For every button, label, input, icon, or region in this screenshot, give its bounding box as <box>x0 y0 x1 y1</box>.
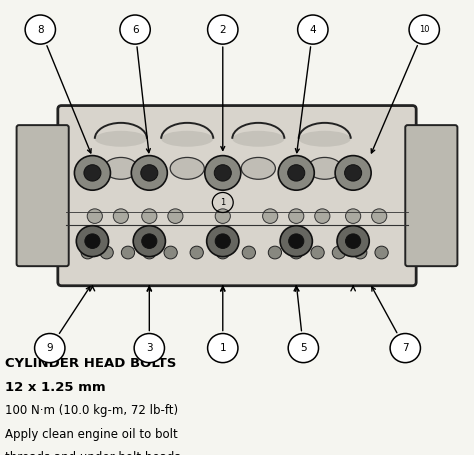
Text: 8: 8 <box>37 25 44 35</box>
FancyBboxPatch shape <box>405 125 457 266</box>
Circle shape <box>375 246 388 259</box>
Text: 12 x 1.25 mm: 12 x 1.25 mm <box>5 381 105 394</box>
Text: 7: 7 <box>402 343 409 353</box>
Circle shape <box>289 209 304 223</box>
Circle shape <box>120 15 150 44</box>
FancyBboxPatch shape <box>17 125 69 266</box>
Circle shape <box>76 226 109 257</box>
Circle shape <box>289 234 304 248</box>
Circle shape <box>142 209 157 223</box>
Text: 2: 2 <box>219 25 226 35</box>
Circle shape <box>390 334 420 363</box>
Text: CYLINDER HEAD BOLTS: CYLINDER HEAD BOLTS <box>5 357 176 370</box>
Circle shape <box>131 156 167 190</box>
Circle shape <box>143 246 156 259</box>
Circle shape <box>372 209 387 223</box>
Ellipse shape <box>104 157 138 179</box>
Circle shape <box>311 246 324 259</box>
Circle shape <box>85 234 100 248</box>
Ellipse shape <box>232 131 284 147</box>
Circle shape <box>168 209 183 223</box>
Circle shape <box>133 226 165 257</box>
Text: threads and under bolt heads.: threads and under bolt heads. <box>5 450 184 455</box>
Circle shape <box>121 246 135 259</box>
Circle shape <box>141 165 158 181</box>
Circle shape <box>87 209 102 223</box>
Text: 3: 3 <box>146 343 153 353</box>
Circle shape <box>35 334 65 363</box>
Circle shape <box>332 246 346 259</box>
Circle shape <box>207 226 239 257</box>
Circle shape <box>337 226 369 257</box>
Ellipse shape <box>161 131 213 147</box>
Circle shape <box>315 209 330 223</box>
Text: 9: 9 <box>46 343 53 353</box>
Text: 10: 10 <box>419 25 429 34</box>
Circle shape <box>345 165 362 181</box>
Circle shape <box>346 234 361 248</box>
Circle shape <box>280 226 312 257</box>
Circle shape <box>142 234 157 248</box>
Text: 1: 1 <box>219 343 226 353</box>
Text: 4: 4 <box>310 25 316 35</box>
Text: Apply clean engine oil to bolt: Apply clean engine oil to bolt <box>5 428 177 441</box>
Circle shape <box>134 334 164 363</box>
Circle shape <box>215 209 230 223</box>
Circle shape <box>205 156 241 190</box>
Circle shape <box>214 165 231 181</box>
Circle shape <box>208 15 238 44</box>
Circle shape <box>278 156 314 190</box>
Circle shape <box>100 246 113 259</box>
Circle shape <box>409 15 439 44</box>
Ellipse shape <box>308 157 342 179</box>
Circle shape <box>288 334 319 363</box>
Circle shape <box>290 246 303 259</box>
Text: 1: 1 <box>220 198 226 207</box>
Circle shape <box>164 246 177 259</box>
Circle shape <box>335 156 371 190</box>
Ellipse shape <box>170 157 204 179</box>
Circle shape <box>208 334 238 363</box>
Circle shape <box>268 246 282 259</box>
Circle shape <box>84 165 101 181</box>
Circle shape <box>298 15 328 44</box>
FancyBboxPatch shape <box>58 106 416 286</box>
Ellipse shape <box>241 157 275 179</box>
Circle shape <box>354 246 367 259</box>
Text: 6: 6 <box>132 25 138 35</box>
Ellipse shape <box>95 131 147 147</box>
Circle shape <box>216 246 229 259</box>
Circle shape <box>25 15 55 44</box>
Circle shape <box>346 209 361 223</box>
Circle shape <box>215 234 230 248</box>
Circle shape <box>74 156 110 190</box>
Circle shape <box>81 246 94 259</box>
Circle shape <box>242 246 255 259</box>
Circle shape <box>263 209 278 223</box>
Circle shape <box>288 165 305 181</box>
Ellipse shape <box>299 131 351 147</box>
Circle shape <box>190 246 203 259</box>
Text: 100 N·m (10.0 kg-m, 72 lb-ft): 100 N·m (10.0 kg-m, 72 lb-ft) <box>5 404 178 418</box>
Circle shape <box>113 209 128 223</box>
Text: 5: 5 <box>300 343 307 353</box>
